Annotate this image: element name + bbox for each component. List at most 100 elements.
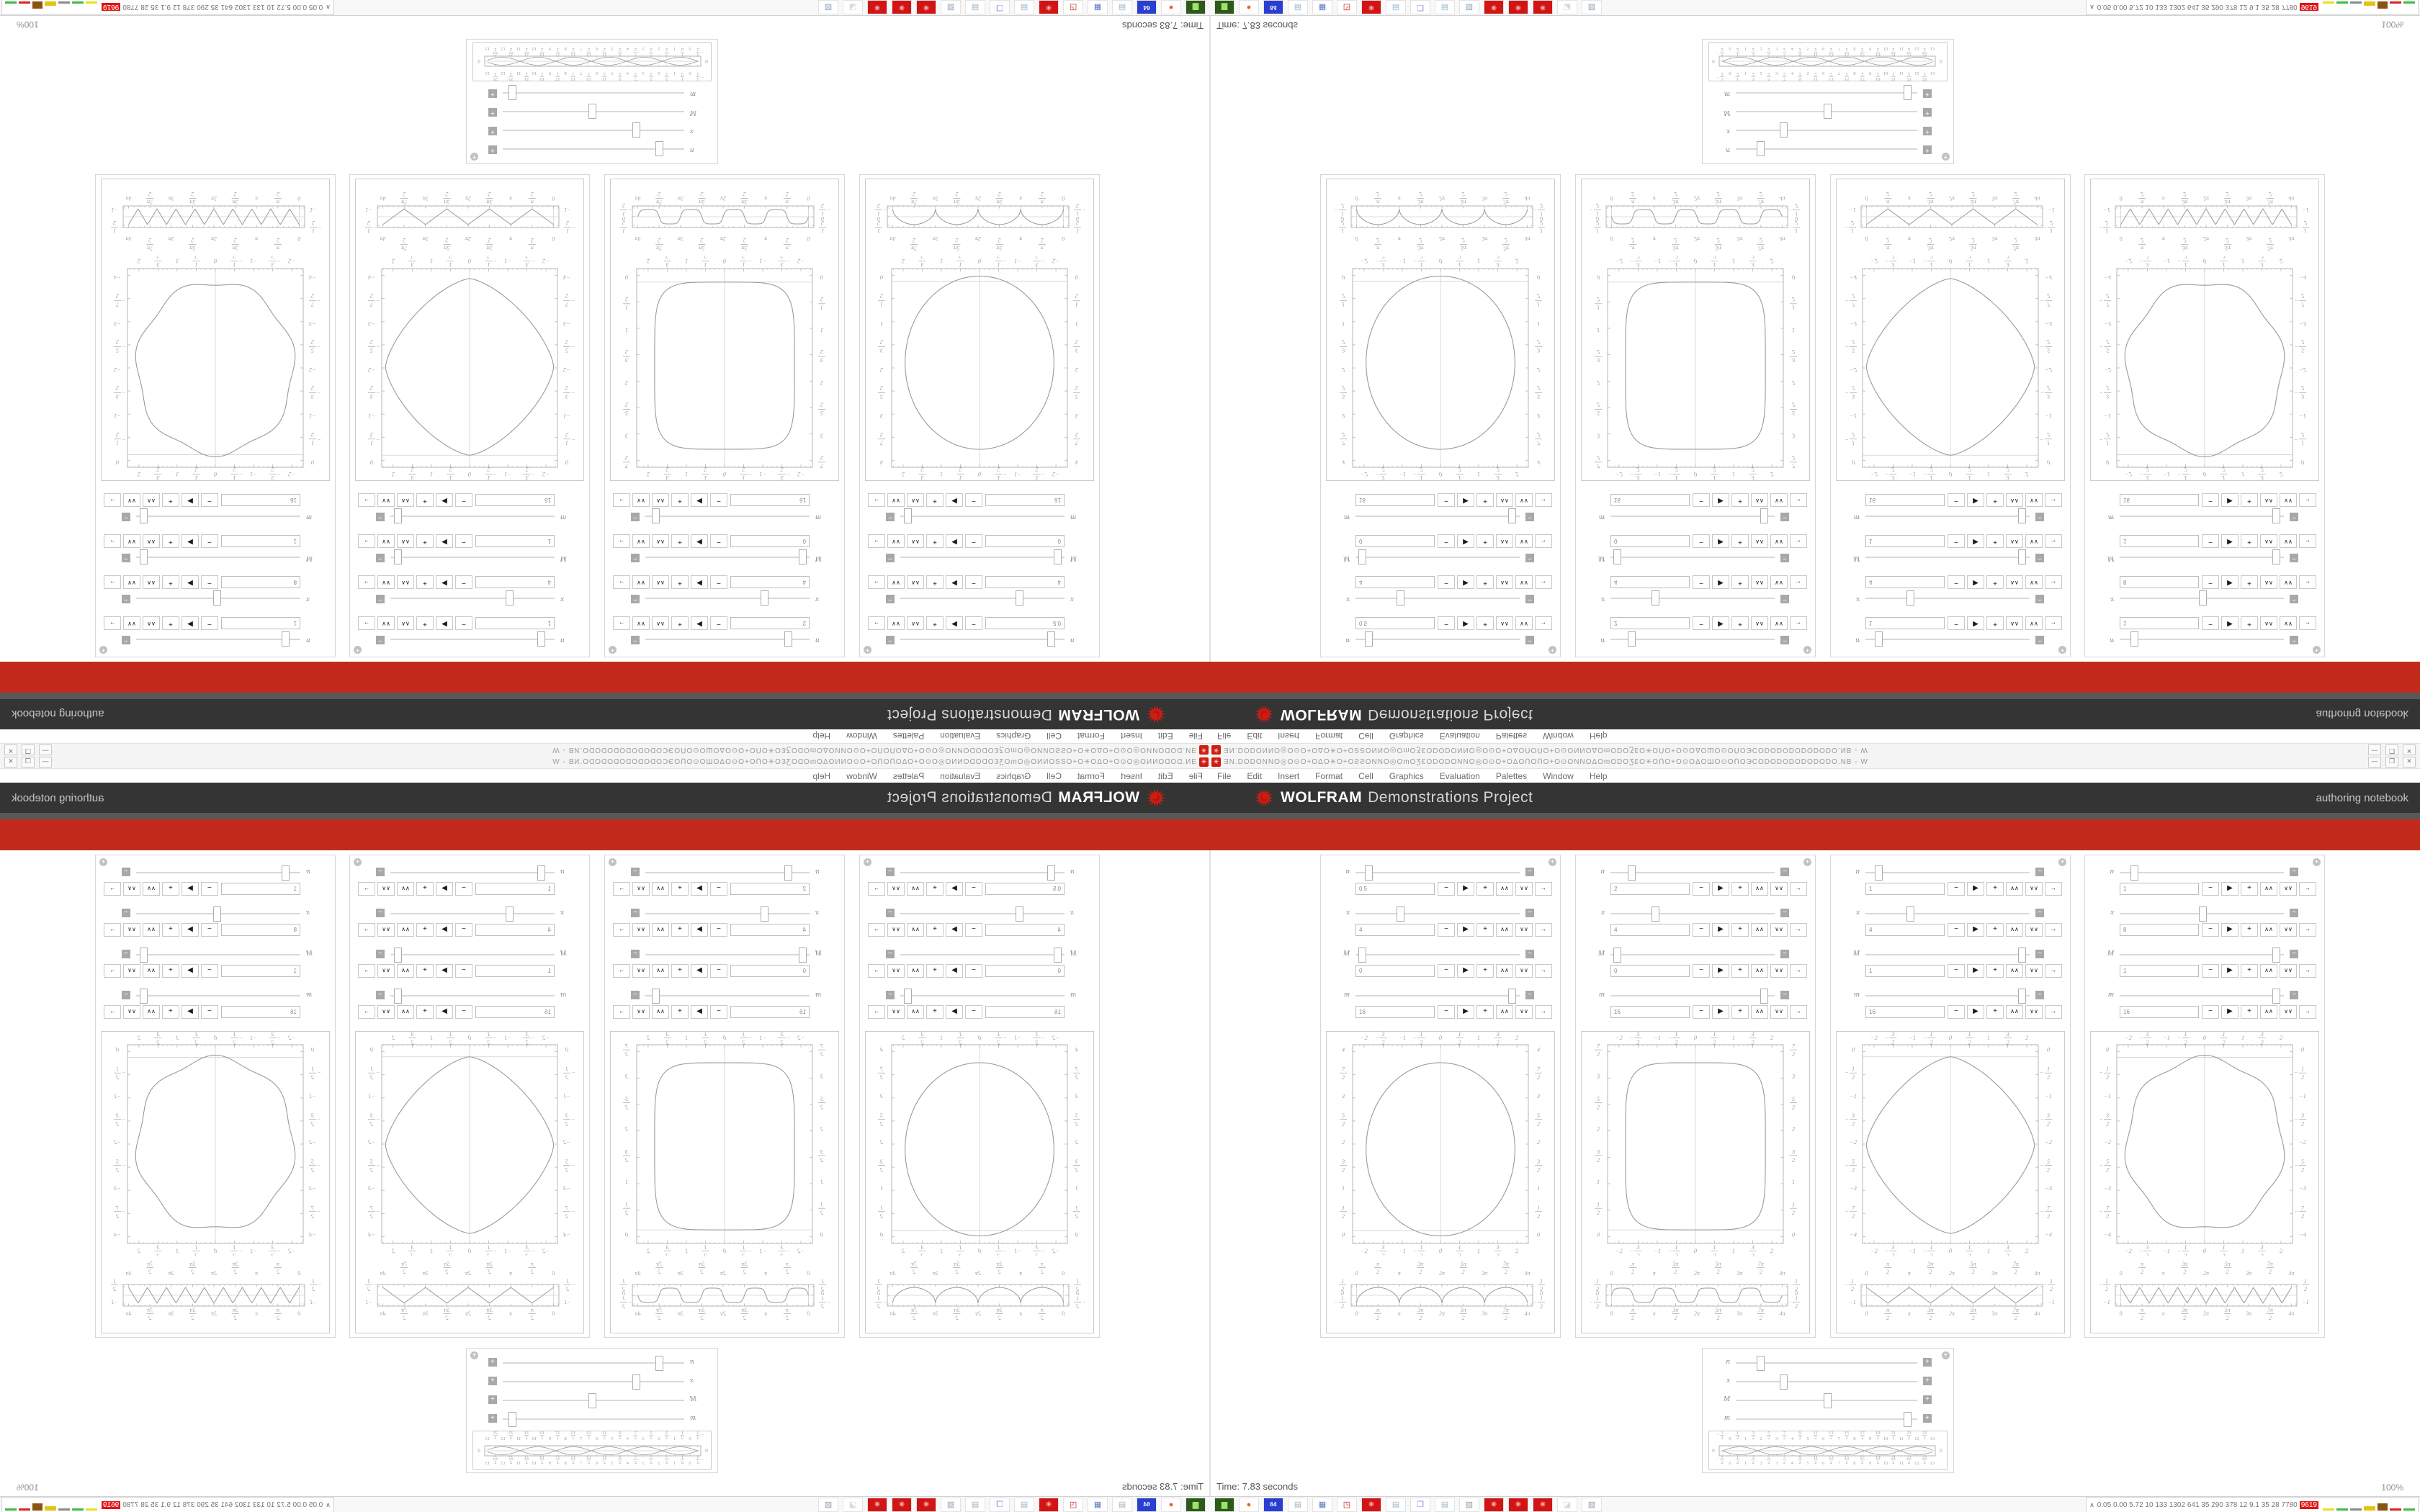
slider-value-field[interactable]: 16 [1355, 494, 1435, 506]
taskbar-icon-window[interactable]: ❒ [1410, 1498, 1430, 1512]
stepper-button-2[interactable]: + [926, 882, 944, 896]
stepper-button-4[interactable]: ∨∨ [1770, 964, 1788, 978]
stepper-button-1[interactable]: ▶ [946, 964, 963, 978]
stepper-button-3[interactable]: ∧∧ [143, 882, 160, 896]
slider-value-field[interactable]: 4 [1610, 924, 1690, 936]
taskbar-icon-mathematica[interactable]: ✳ [867, 1498, 887, 1512]
stepper-button-4[interactable]: ∨∨ [887, 616, 905, 630]
slider-track[interactable] [900, 516, 1065, 517]
menu-window[interactable]: Window [846, 731, 877, 742]
stepper-button-1[interactable]: ▶ [1712, 534, 1729, 548]
slider-thumb[interactable] [1047, 631, 1055, 647]
slider-value-field[interactable]: 8 [2120, 576, 2199, 588]
slider-thumb[interactable] [651, 989, 660, 1004]
slider-collapse-button[interactable]: − [1525, 950, 1534, 958]
stepper-button-0[interactable]: − [2202, 882, 2219, 896]
slider-value-field[interactable]: 1 [221, 617, 300, 629]
menu-graphics[interactable]: Graphics [996, 770, 1031, 781]
stepper-button-5[interactable]: → [613, 882, 630, 896]
stepper-button-4[interactable]: ∨∨ [632, 882, 650, 896]
stepper-button-4[interactable]: ∨∨ [887, 964, 905, 978]
taskbar-icon-scroll[interactable]: ▨ [1582, 0, 1602, 14]
menu-help[interactable]: Help [812, 770, 831, 781]
slider-collapse-button[interactable]: − [2290, 909, 2298, 917]
stepper-button-2[interactable]: + [2241, 575, 2258, 589]
stepper-button-4[interactable]: ∨∨ [2025, 882, 2043, 896]
slider-track[interactable] [1610, 913, 1775, 914]
slider-thumb[interactable] [281, 865, 290, 881]
slider-value-field[interactable]: 1 [221, 535, 300, 547]
stepper-button-0[interactable]: − [1438, 616, 1455, 630]
stepper-button-0[interactable]: − [201, 923, 218, 937]
slider-collapse-button[interactable]: − [2035, 595, 2044, 603]
taskbar-icon-firefox[interactable]: ● [1239, 0, 1259, 14]
stepper-button-0[interactable]: − [1438, 923, 1455, 937]
taskbar-icon-calculator[interactable]: ▦ [1088, 0, 1108, 14]
slider-collapse-button[interactable]: − [2290, 991, 2298, 999]
slider-thumb[interactable] [1651, 906, 1659, 922]
taskbar-icon-window[interactable]: ❒ [990, 0, 1010, 14]
slider-thumb[interactable] [2272, 989, 2281, 1004]
slider-collapse-button[interactable]: − [1525, 554, 1534, 562]
panel-options-icon[interactable]: + [1549, 646, 1556, 654]
slider-collapse-button[interactable]: − [886, 909, 895, 917]
minimize-button[interactable]: — [39, 757, 52, 768]
stepper-button-1[interactable]: ▶ [1967, 1005, 1984, 1019]
stepper-button-0[interactable]: − [1438, 1005, 1455, 1019]
stepper-button-5[interactable]: → [868, 964, 885, 978]
slider-track[interactable] [136, 516, 300, 517]
stepper-button-3[interactable]: ∧∧ [1496, 964, 1513, 978]
slider-thumb[interactable] [784, 631, 792, 647]
stepper-button-3[interactable]: ∧∧ [1496, 575, 1513, 589]
stepper-button-3[interactable]: ∧∧ [397, 534, 414, 548]
slider-collapse-button[interactable]: − [122, 636, 130, 644]
stepper-button-2[interactable]: + [1731, 534, 1749, 548]
slider-value-field[interactable]: 2 [1610, 617, 1690, 629]
slider-track[interactable] [136, 639, 300, 640]
slider-track[interactable] [390, 954, 555, 955]
slider-value-field[interactable]: 4 [730, 924, 810, 936]
stepper-button-2[interactable]: + [1476, 575, 1494, 589]
stepper-button-2[interactable]: + [926, 616, 944, 630]
stepper-button-1[interactable]: ▶ [946, 493, 963, 507]
stepper-button-0[interactable]: − [710, 882, 727, 896]
stepper-button-1[interactable]: ▶ [1712, 923, 1729, 937]
stepper-button-0[interactable]: − [2202, 1005, 2219, 1019]
stepper-button-0[interactable]: − [710, 493, 727, 507]
slider-thumb[interactable] [1651, 590, 1659, 606]
stepper-button-2[interactable]: + [926, 534, 944, 548]
stepper-button-3[interactable]: ∧∧ [907, 964, 924, 978]
stepper-button-3[interactable]: ∧∧ [2260, 534, 2277, 548]
stepper-button-4[interactable]: ∨∨ [2280, 882, 2297, 896]
slider-track[interactable] [1355, 598, 1520, 599]
stepper-button-1[interactable]: ▶ [1712, 1005, 1729, 1019]
slider-track[interactable] [1610, 954, 1775, 955]
menu-edit[interactable]: Edit [1157, 770, 1173, 781]
slider-track[interactable] [390, 598, 555, 599]
stepper-button-5[interactable]: → [104, 493, 121, 507]
taskbar-icon-scroll[interactable]: ▨ [818, 0, 838, 14]
taskbar-icon-calculator[interactable]: ▦ [1088, 1498, 1108, 1512]
slider-track[interactable] [645, 954, 810, 955]
stepper-button-3[interactable]: ∧∧ [143, 575, 160, 589]
slider-track[interactable] [1865, 872, 2030, 873]
stepper-button-5[interactable]: → [1790, 534, 1807, 548]
taskbar-icon-mathematica[interactable]: ✳ [1508, 1498, 1528, 1512]
stepper-button-0[interactable]: − [201, 616, 218, 630]
magnification-indicator[interactable]: 100% [17, 19, 39, 30]
slider-thumb[interactable] [1628, 631, 1636, 647]
slider-track[interactable] [645, 598, 810, 599]
stepper-button-1[interactable]: ▶ [182, 493, 199, 507]
stepper-button-2[interactable]: + [926, 923, 944, 937]
slider-value-field[interactable]: 0 [730, 965, 810, 977]
slider-thumb[interactable] [798, 549, 807, 564]
slider-thumb[interactable] [2018, 948, 2027, 963]
taskbar-icon-notes[interactable]: ▤ [1288, 1498, 1308, 1512]
slider-collapse-button[interactable]: − [376, 636, 385, 644]
slider-collapse-button[interactable]: − [2290, 513, 2298, 521]
stepper-button-4[interactable]: ∨∨ [1515, 923, 1533, 937]
slider-value-field[interactable]: 1 [1865, 535, 1945, 547]
stepper-button-1[interactable]: ▶ [1457, 964, 1474, 978]
stepper-button-1[interactable]: ▶ [946, 882, 963, 896]
slider-value-field[interactable]: 4 [985, 924, 1065, 936]
